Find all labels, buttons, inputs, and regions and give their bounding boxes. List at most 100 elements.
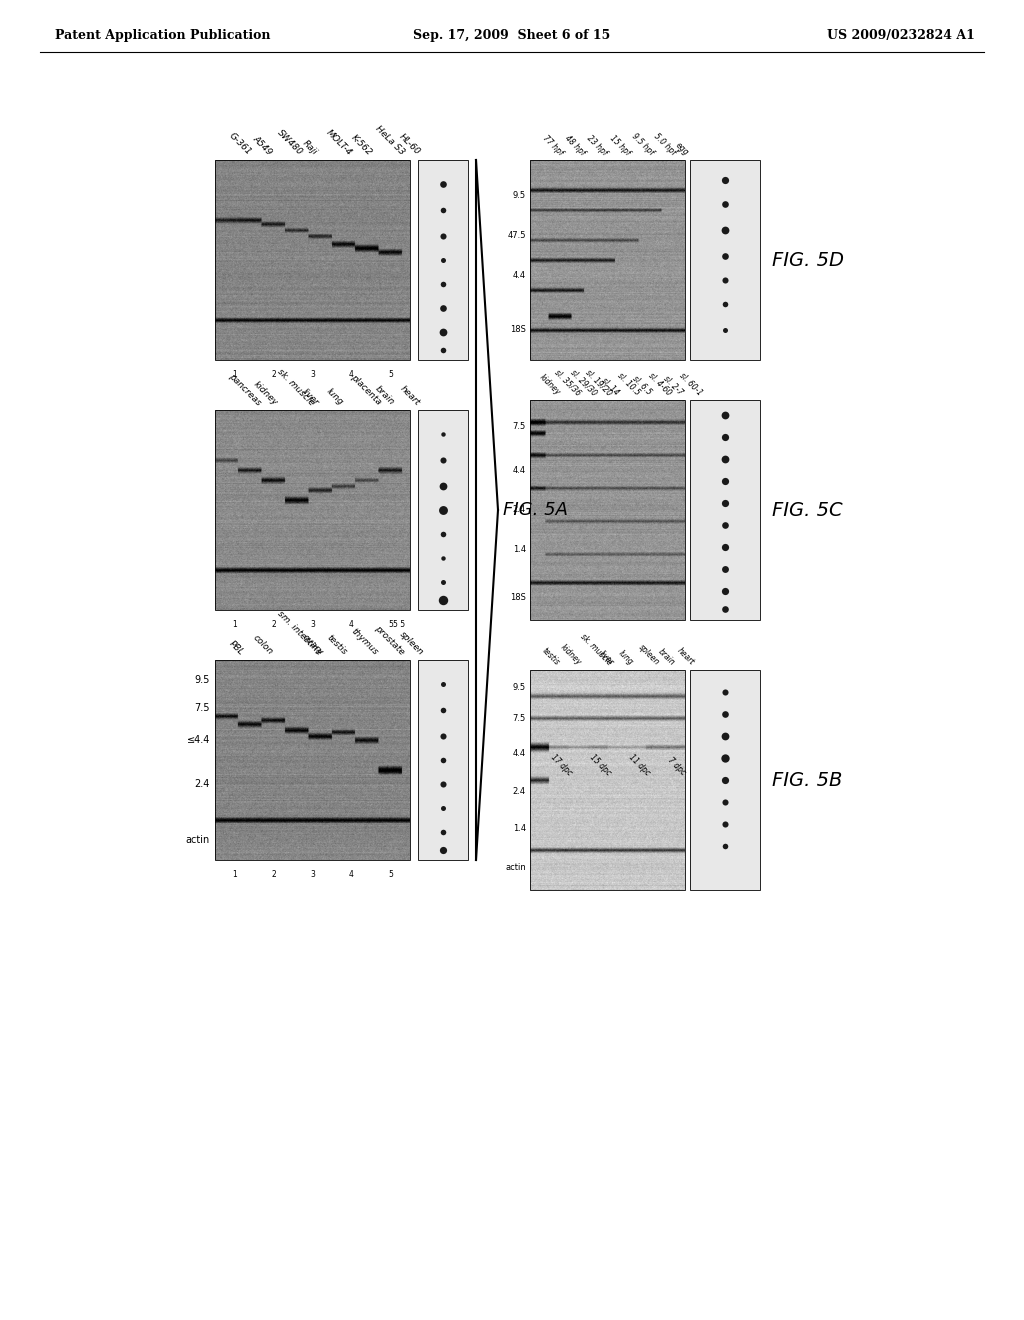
Text: sk. muscle: sk. muscle — [275, 367, 316, 407]
Text: 4: 4 — [349, 870, 354, 879]
Text: 7.5: 7.5 — [195, 704, 210, 713]
Text: sl. 19/20: sl. 19/20 — [585, 367, 614, 397]
Text: 48 hpf: 48 hpf — [563, 133, 587, 157]
Text: 5: 5 — [388, 620, 393, 630]
Text: testis: testis — [325, 634, 348, 657]
Text: Sep. 17, 2009  Sheet 6 of 15: Sep. 17, 2009 Sheet 6 of 15 — [414, 29, 610, 41]
Text: A549: A549 — [252, 135, 274, 157]
Text: 4: 4 — [349, 620, 354, 630]
Bar — [418, 160, 468, 360]
Bar — [690, 400, 760, 620]
Bar — [690, 160, 760, 360]
Text: testis: testis — [540, 645, 561, 667]
Text: 2: 2 — [271, 370, 275, 379]
Text: 3: 3 — [310, 870, 315, 879]
Text: spleen: spleen — [637, 643, 660, 667]
Text: FIG. 5C: FIG. 5C — [772, 500, 843, 520]
Text: 9.5 hpf: 9.5 hpf — [630, 132, 655, 157]
Text: 4.4: 4.4 — [513, 272, 526, 281]
Bar — [418, 660, 468, 861]
Text: sl. 14: sl. 14 — [600, 376, 621, 397]
Text: brain: brain — [374, 384, 396, 407]
Bar — [418, 411, 468, 610]
Text: placenta: placenta — [349, 374, 383, 407]
Text: 2.4: 2.4 — [195, 779, 210, 789]
Text: Patent Application Publication: Patent Application Publication — [55, 29, 270, 41]
Text: 2: 2 — [271, 870, 275, 879]
Text: 5.0 hpf: 5.0 hpf — [652, 132, 677, 157]
Bar — [418, 411, 468, 610]
Text: egg: egg — [674, 140, 690, 157]
Bar — [690, 671, 760, 890]
Bar — [215, 411, 410, 610]
Text: 1.4: 1.4 — [513, 824, 526, 833]
Text: actin: actin — [185, 836, 210, 845]
Text: ovary: ovary — [300, 632, 325, 657]
Text: FIG. 5D: FIG. 5D — [772, 251, 844, 269]
Text: kidney: kidney — [559, 643, 584, 667]
Text: MOLT-4: MOLT-4 — [325, 128, 354, 157]
Text: 9.5: 9.5 — [513, 684, 526, 692]
Bar — [418, 160, 468, 360]
Text: 77 hpf: 77 hpf — [541, 133, 565, 157]
Text: 2.4: 2.4 — [513, 787, 526, 796]
Text: sl. 2-7: sl. 2-7 — [662, 374, 685, 397]
Text: 3: 3 — [310, 370, 315, 379]
Text: lung: lung — [325, 387, 345, 407]
Text: sl. 29/30: sl. 29/30 — [568, 367, 598, 397]
Text: 5: 5 — [388, 370, 393, 379]
Bar — [530, 160, 685, 360]
Text: HL-60: HL-60 — [397, 132, 422, 157]
Text: heart: heart — [397, 384, 421, 407]
Text: 15 dpc: 15 dpc — [588, 752, 613, 777]
Text: 18S: 18S — [510, 326, 526, 334]
Text: 3: 3 — [310, 620, 315, 630]
Text: sl. 35/36: sl. 35/36 — [553, 367, 583, 397]
Bar — [690, 671, 760, 890]
Text: sm. intestine: sm. intestine — [275, 610, 324, 657]
Bar — [215, 160, 410, 360]
Text: sl. 10.5: sl. 10.5 — [615, 371, 641, 397]
Bar — [418, 660, 468, 861]
Text: sk. muscle: sk. muscle — [579, 632, 613, 667]
Text: kidney: kidney — [252, 379, 280, 407]
Text: spleen: spleen — [397, 630, 425, 657]
Bar — [530, 400, 685, 620]
Text: 9.5: 9.5 — [195, 675, 210, 685]
Text: ≤4.4: ≤4.4 — [186, 735, 210, 744]
Text: 11 dpc: 11 dpc — [627, 752, 651, 777]
Text: 4.4: 4.4 — [513, 750, 526, 758]
Text: 5 5: 5 5 — [393, 620, 406, 630]
Text: K-562: K-562 — [349, 132, 374, 157]
Text: 1.4: 1.4 — [513, 545, 526, 554]
Text: lung: lung — [617, 649, 636, 667]
Text: kidney: kidney — [538, 372, 562, 397]
Text: 18S: 18S — [510, 594, 526, 602]
Text: 2: 2 — [271, 620, 275, 630]
Text: 4: 4 — [349, 370, 354, 379]
Text: FIG. 5B: FIG. 5B — [772, 771, 843, 789]
Text: 1: 1 — [232, 620, 237, 630]
Text: 2.4: 2.4 — [513, 506, 526, 515]
Text: 15 hpf: 15 hpf — [607, 133, 631, 157]
Text: sl. 6.5: sl. 6.5 — [631, 375, 653, 397]
Text: 7.5: 7.5 — [513, 422, 526, 430]
Text: thymus: thymus — [349, 627, 379, 657]
Text: Raji: Raji — [300, 139, 318, 157]
Text: 1: 1 — [232, 870, 237, 879]
Text: 23 hpf: 23 hpf — [586, 133, 609, 157]
Text: HeLa S3: HeLa S3 — [374, 124, 407, 157]
Text: prostate: prostate — [374, 624, 407, 657]
Text: pancreas: pancreas — [227, 371, 263, 407]
Bar — [690, 160, 760, 360]
Bar — [530, 671, 685, 890]
Text: 9.5: 9.5 — [513, 191, 526, 201]
Text: FIG. 5A: FIG. 5A — [503, 502, 568, 519]
Text: liver: liver — [598, 649, 615, 667]
Text: G-361: G-361 — [227, 131, 253, 157]
Text: 7.5: 7.5 — [513, 714, 526, 723]
Text: liver: liver — [300, 387, 321, 407]
Text: heart: heart — [675, 647, 696, 667]
Text: colon: colon — [252, 634, 275, 657]
Text: sl. 60-1: sl. 60-1 — [677, 371, 703, 397]
